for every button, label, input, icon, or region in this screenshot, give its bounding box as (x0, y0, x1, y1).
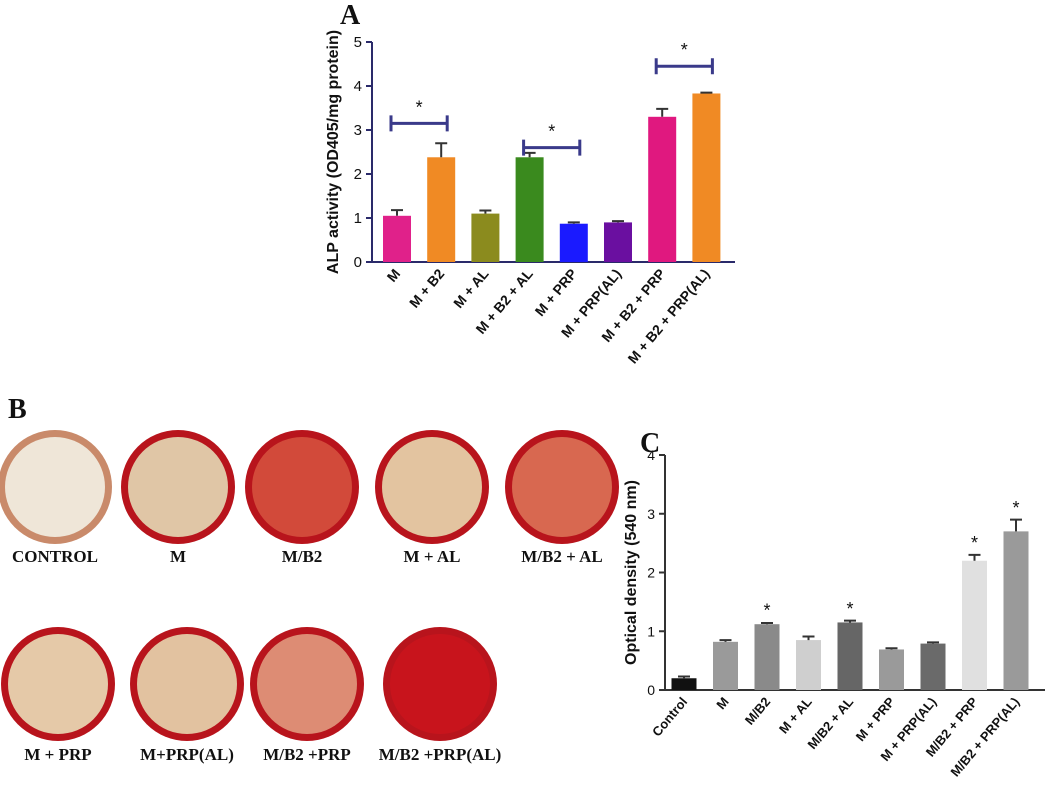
y-tick-label: 2 (647, 565, 655, 581)
error-bar (927, 641, 939, 644)
x-tick-label: M/B2 (742, 694, 773, 727)
bar (920, 643, 946, 690)
well (257, 634, 357, 734)
panel-label: C (640, 428, 660, 459)
bar (471, 213, 500, 262)
well (137, 634, 237, 734)
well-label: M/B2 (282, 547, 323, 566)
bar (879, 649, 904, 690)
error-bar (391, 209, 403, 216)
well-label: M/B2 +PRP(AL) (379, 745, 502, 764)
well-label: M + PRP (24, 745, 91, 764)
y-tick-label: 4 (647, 447, 655, 463)
y-tick-label: 1 (354, 210, 362, 227)
well (512, 437, 612, 537)
error-bar (802, 635, 815, 641)
error-bar (968, 553, 981, 561)
error-bar (435, 142, 448, 158)
bar (962, 560, 987, 690)
bar (604, 222, 632, 262)
well (382, 437, 482, 537)
y-tick-label: 0 (354, 254, 362, 271)
significance-label: * (1012, 498, 1019, 518)
bar (427, 157, 456, 262)
x-tick-label: M + B2 (406, 265, 448, 310)
error-bar (656, 107, 669, 117)
bar (796, 640, 821, 690)
significance-label: * (846, 599, 853, 619)
bar (648, 116, 677, 262)
significance-bracket (389, 115, 449, 132)
error-bar (885, 647, 898, 650)
bar (713, 641, 738, 690)
y-tick-label: 3 (647, 506, 655, 522)
well-label: M (170, 547, 186, 566)
well (8, 634, 108, 734)
bar (1003, 531, 1029, 690)
well (390, 634, 490, 734)
error-bar (1010, 518, 1022, 532)
bar (837, 622, 863, 690)
significance-label: * (971, 533, 978, 553)
error-bar (719, 639, 732, 642)
y-tick-label: 0 (647, 682, 655, 698)
x-tick-label: M + B2 + PRP(AL) (624, 266, 712, 367)
well-label: M+PRP(AL) (140, 745, 234, 764)
error-bar (678, 675, 690, 679)
error-bar (844, 619, 856, 623)
significance-label: * (681, 40, 688, 60)
well-label: M + AL (404, 547, 461, 566)
bar (383, 215, 411, 262)
bar (559, 223, 588, 262)
bar (754, 624, 780, 690)
y-tick-label: 5 (354, 34, 362, 51)
y-tick-label: 4 (354, 78, 362, 95)
x-tick-label: M (713, 694, 731, 712)
significance-label: * (416, 97, 423, 117)
significance-bracket (522, 139, 582, 156)
y-tick-label: 3 (354, 122, 362, 139)
x-tick-label: Control (649, 694, 690, 739)
well (5, 437, 105, 537)
well-label: M/B2 + AL (521, 547, 602, 566)
y-axis-label: Optical density (540 nm) (623, 480, 640, 665)
bar (515, 157, 544, 262)
error-bar (523, 151, 536, 158)
x-tick-label: M + AL (450, 265, 492, 311)
significance-label: * (763, 601, 770, 621)
error-bar (761, 622, 773, 625)
significance-bracket (654, 58, 714, 75)
well-label: M/B2 +PRP (263, 745, 351, 764)
error-bar (479, 209, 492, 214)
error-bar (612, 220, 624, 223)
y-axis-label: ALP activity (OD405/mg protein) (325, 30, 342, 274)
x-tick-label: M + AL (776, 694, 815, 736)
x-tick-label: M (384, 266, 404, 285)
significance-label: * (548, 122, 555, 142)
well (252, 437, 352, 537)
panel-label: B (8, 394, 27, 425)
panel-label: A (340, 0, 361, 31)
error-bar (567, 221, 580, 224)
bar (671, 678, 697, 690)
y-tick-label: 1 (647, 623, 655, 639)
y-tick-label: 2 (354, 166, 362, 183)
bar (692, 93, 721, 262)
well-label: CONTROL (12, 547, 98, 566)
error-bar (700, 91, 713, 94)
well (128, 437, 228, 537)
